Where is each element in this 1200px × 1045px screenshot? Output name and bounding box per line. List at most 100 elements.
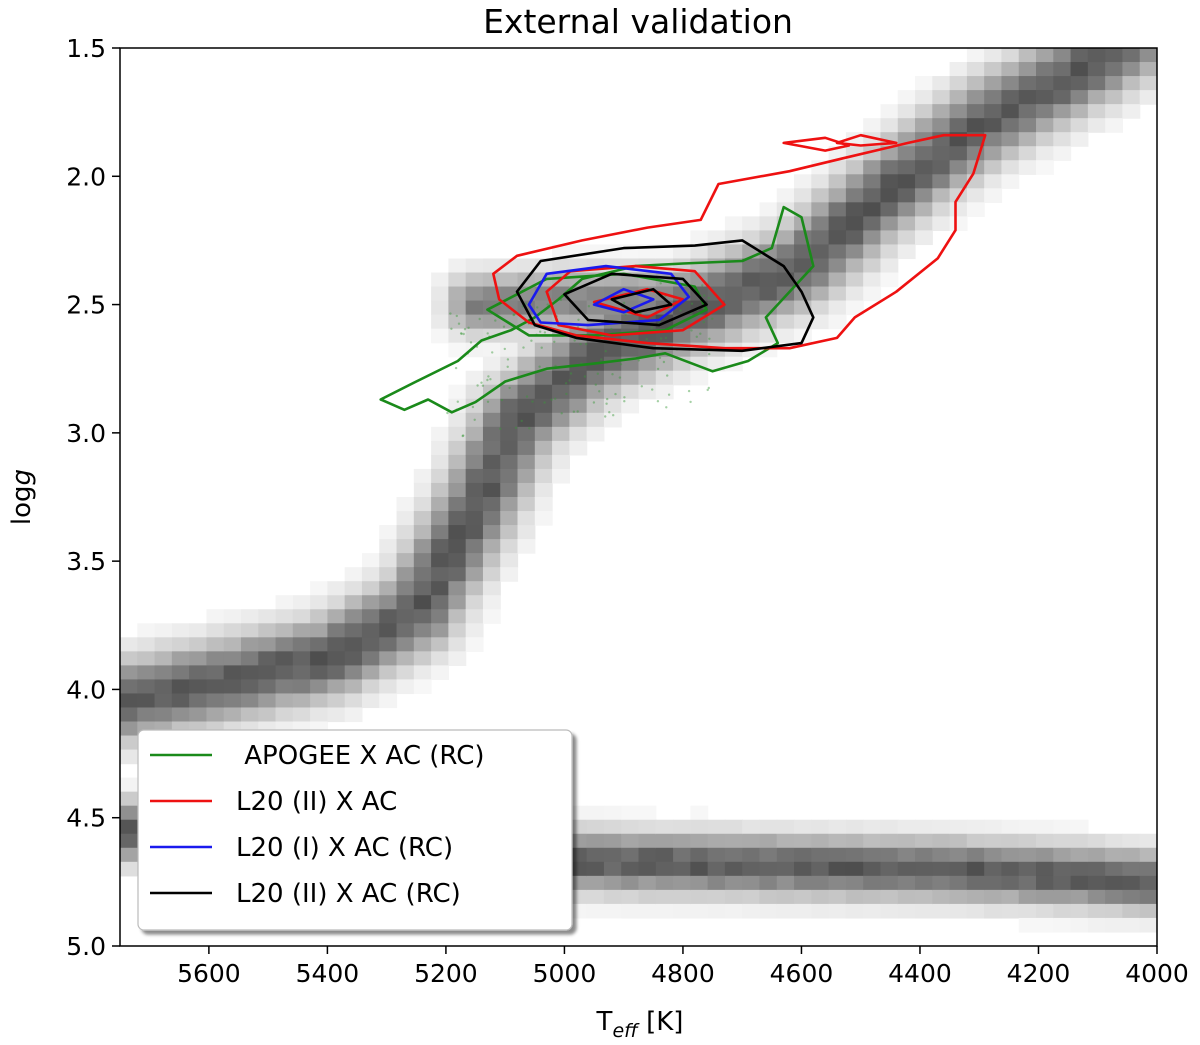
y-axis-label-italic: g [7,469,37,486]
density-cell [845,875,864,891]
density-cell [638,889,657,905]
density-cell [396,553,415,568]
density-cell [552,468,570,484]
density-cell [863,216,882,232]
density-cell [1001,160,1020,175]
density-cell [448,314,467,330]
density-cell [828,314,847,330]
density-cell [1087,118,1106,133]
scatter-point [454,366,458,370]
density-cell [776,847,795,863]
density-cell [189,707,208,723]
density-cell [845,889,864,905]
scatter-point [610,327,613,331]
density-cell [776,230,795,246]
density-cell [1087,917,1106,933]
density-cell [534,426,553,442]
density-cell [206,679,225,695]
density-cell [482,525,501,540]
density-cell [932,160,951,175]
density-cell [465,595,484,610]
density-cell [1139,889,1157,905]
scatter-point [656,367,660,371]
density-cell [482,258,501,274]
density-cell [707,328,726,344]
density-cell [811,889,830,905]
x-tick-label: 4200 [1007,959,1071,988]
scatter-point [585,342,588,346]
density-cell [880,258,899,274]
density-cell [707,819,726,835]
scatter-point [623,396,626,399]
density-cell [603,412,622,428]
density-cell [1105,104,1124,119]
density-cell [759,216,778,232]
density-cell [949,861,968,877]
density-cell [759,833,778,849]
density-cell [949,62,968,77]
density-cell [1122,847,1141,863]
contour-series-2 [545,264,726,337]
density-cell [1122,90,1141,105]
density-cell [534,398,553,414]
density-cell [603,819,622,835]
density-cell [431,426,449,442]
density-cell [1001,861,1020,877]
density-cell [776,889,795,905]
density-cell [655,833,674,849]
density-cell [413,637,432,652]
density-cell [448,539,467,554]
scatter-point [512,313,515,317]
density-cell [828,230,847,246]
density-cell [465,370,484,386]
density-cell [794,258,812,274]
contour-series-4 [515,239,815,353]
density-cell [292,623,311,638]
density-cell [828,875,847,891]
density-cell [984,90,1003,105]
density-cell [949,174,968,189]
density-cell [1070,819,1089,835]
density-cell [1122,861,1141,877]
density-cell [1105,861,1124,877]
density-cell [966,104,985,119]
density-cell [932,216,951,232]
density-cell [828,272,847,288]
density-cell [1122,62,1141,77]
density-cell [482,468,501,484]
density-cell [724,819,743,835]
density-cell [1087,903,1106,919]
density-cell [1001,90,1020,105]
scatter-point [707,296,710,300]
density-cell [223,679,242,695]
density-cell [1105,118,1124,133]
density-cell [794,875,812,891]
density-cell [1053,76,1072,91]
density-cell [845,160,864,175]
density-cell [690,805,709,821]
density-cell [448,637,467,652]
density-cell [811,819,830,835]
density-cell [724,889,743,905]
density-cell [465,609,484,624]
density-cell [413,679,432,695]
scatter-point [604,415,607,418]
density-cell [897,146,916,161]
density-cell [1139,833,1157,849]
density-cell [482,272,501,288]
density-cell [379,539,398,554]
scatter-point [538,365,541,368]
scatter-point [520,419,523,423]
density-cell [500,384,519,400]
scatter-point [536,306,539,309]
density-cell [621,370,640,386]
density-cell [361,679,380,695]
scatter-point [450,327,453,330]
density-cell [240,623,259,638]
density-cell [915,875,933,891]
y-tick-label: 2.5 [66,291,106,320]
scatter-point [572,410,576,413]
contour-series-2 [492,133,987,350]
density-cell [828,244,847,260]
